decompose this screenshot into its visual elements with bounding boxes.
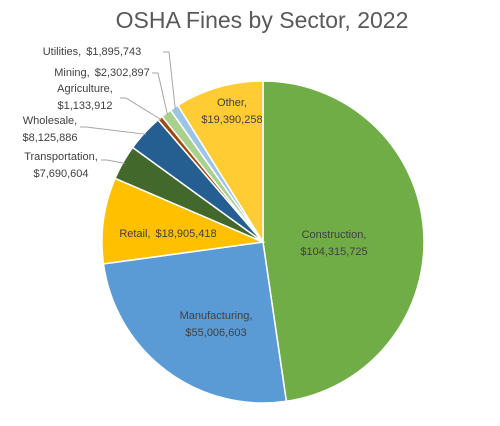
data-label-category: Mining, — [54, 67, 89, 79]
data-label-value: $19,390,258 — [201, 114, 262, 126]
pie-slice — [262, 80, 425, 403]
data-label-value: $8,125,886 — [22, 132, 77, 144]
data-label: Retail, $18,905,418 — [119, 228, 216, 240]
leader-line — [80, 126, 147, 135]
leader-line — [163, 51, 176, 110]
data-label-value: $2,302,897 — [95, 67, 150, 79]
leader-line — [120, 97, 162, 121]
chart-title: OSHA Fines by Sector, 2022 — [116, 7, 409, 33]
data-label-category: Other, — [217, 97, 247, 109]
pie-slice — [176, 80, 264, 245]
pie-slice — [101, 177, 266, 265]
data-label-value: $18,905,418 — [156, 228, 217, 240]
data-label: Mining, $2,302,897 — [54, 67, 150, 79]
data-label-category: Transportation, — [24, 151, 98, 163]
data-label-value: $7,690,604 — [33, 168, 88, 180]
data-label-value: $55,006,603 — [185, 327, 246, 339]
data-label-category: Agriculture, — [57, 83, 113, 95]
data-label-value: $1,895,743 — [86, 46, 141, 58]
data-label-category: Manufacturing, — [180, 310, 253, 322]
data-label-category: Retail, — [119, 228, 150, 240]
leader-line — [101, 159, 125, 164]
data-label-value: $1,133,912 — [57, 100, 112, 112]
leader-line — [152, 72, 168, 115]
pie-slice — [102, 241, 288, 404]
data-label: Utilities, $1,895,743 — [43, 46, 142, 58]
data-label-category: Utilities, — [43, 46, 82, 58]
data-label-category: Wholesale, — [23, 115, 77, 127]
data-label-value: $104,315,725 — [300, 246, 367, 258]
data-label-category: Construction, — [302, 229, 367, 241]
